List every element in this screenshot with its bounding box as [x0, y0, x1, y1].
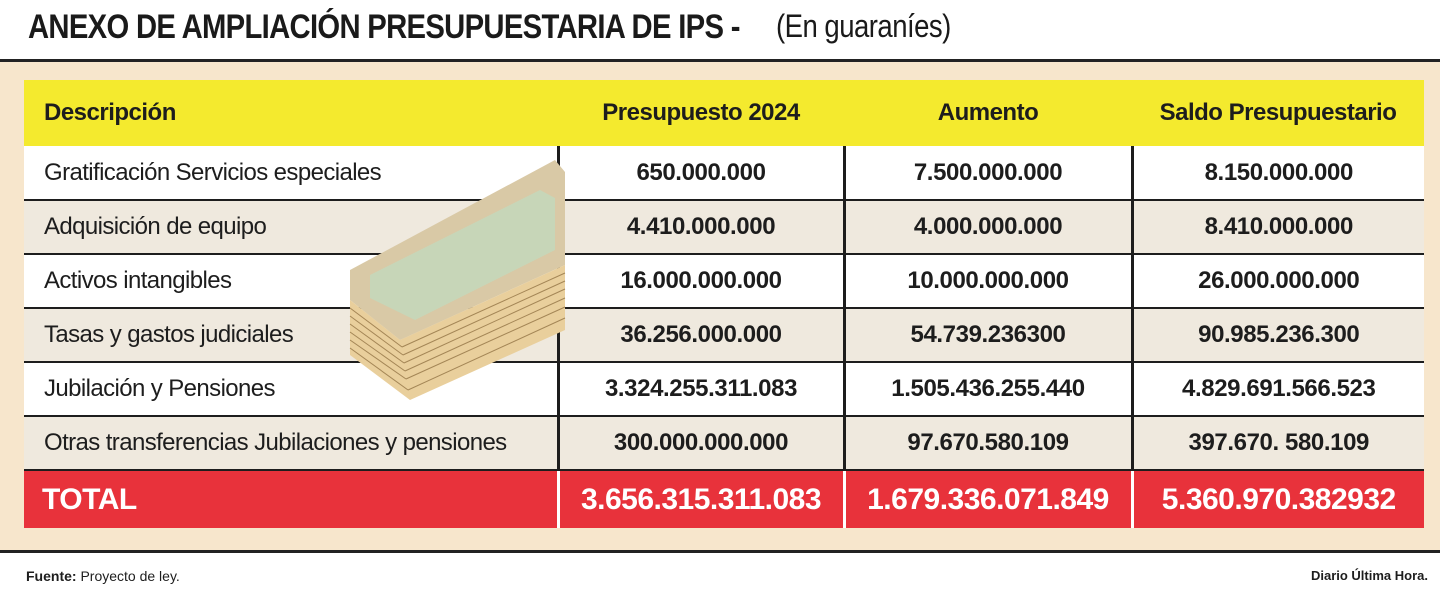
row-description: Jubilación y Pensiones: [24, 362, 558, 417]
source-text: Proyecto de ley.: [80, 568, 180, 584]
column-header-increase: Aumento: [937, 99, 1039, 126]
row-increase: 1.505.436.255.440: [842, 362, 1132, 417]
table-header: Descripción Presupuesto 2024 Aumento Sal…: [24, 80, 1424, 146]
publisher-credit: Diario Última Hora.: [1310, 568, 1428, 583]
row-budget-2024: 3.324.255.311.083: [556, 362, 844, 417]
row-increase: 10.000.000.000: [842, 254, 1132, 309]
row-budget-2024: 16.000.000.000: [556, 254, 844, 309]
row-budget-balance: 26.000.000.000: [1130, 254, 1424, 309]
page-subtitle: (En guaraníes): [776, 8, 951, 44]
row-increase: 97.670.580.109: [842, 416, 1132, 471]
table-row: Jubilación y Pensiones 3.324.255.311.083…: [24, 362, 1424, 417]
row-increase: 7.500.000.000: [842, 146, 1132, 201]
page-title: ANEXO DE AMPLIACIÓN PRESUPUESTARIA DE IP…: [28, 8, 740, 46]
budget-table: Descripción Presupuesto 2024 Aumento Sal…: [24, 80, 1424, 528]
row-description: Activos intangibles: [24, 254, 558, 309]
table-row: Adquisición de equipo 4.410.000.000 4.00…: [24, 200, 1424, 255]
table-row: Otras transferencias Jubilaciones y pens…: [24, 416, 1424, 471]
row-budget-balance: 90.985.236.300: [1130, 308, 1424, 363]
row-increase: 4.000.000.000: [842, 200, 1132, 255]
row-budget-balance: 8.150.000.000: [1130, 146, 1424, 201]
column-header-budget-balance: Saldo Presupuestario: [1159, 99, 1397, 126]
table-body: Gratificación Servicios especiales 650.0…: [24, 146, 1424, 471]
total-increase: 1.679.336.071.849: [842, 470, 1132, 528]
row-budget-balance: 8.410.000.000: [1130, 200, 1424, 255]
total-row: TOTAL 3.656.315.311.083 1.679.336.071.84…: [24, 470, 1424, 528]
column-header-budget-2024: Presupuesto 2024: [602, 99, 800, 126]
row-description: Gratificación Servicios especiales: [24, 146, 558, 201]
row-description: Adquisición de equipo: [24, 200, 558, 255]
budget-table-container: Descripción Presupuesto 2024 Aumento Sal…: [24, 80, 1424, 534]
page-title-row: ANEXO DE AMPLIACIÓN PRESUPUESTARIA DE IP…: [28, 8, 951, 56]
total-budget-2024: 3.656.315.311.083: [556, 470, 844, 528]
table-row: Activos intangibles 16.000.000.000 10.00…: [24, 254, 1424, 309]
total-label: TOTAL: [42, 482, 137, 516]
table-row: Gratificación Servicios especiales 650.0…: [24, 146, 1424, 201]
total-budget-balance: 5.360.970.382932: [1130, 470, 1424, 528]
row-budget-2024: 36.256.000.000: [556, 308, 844, 363]
row-description: Otras transferencias Jubilaciones y pens…: [24, 416, 558, 471]
top-rule: [0, 59, 1440, 62]
row-budget-balance: 397.670. 580.109: [1130, 416, 1424, 471]
source-note: Fuente: Proyecto de ley.: [26, 568, 180, 584]
header-row: Descripción Presupuesto 2024 Aumento Sal…: [24, 80, 1424, 146]
source-label: Fuente:: [26, 568, 77, 584]
row-description: Tasas y gastos judiciales: [24, 308, 558, 363]
row-increase: 54.739.236300: [842, 308, 1132, 363]
table-footer: TOTAL 3.656.315.311.083 1.679.336.071.84…: [24, 470, 1424, 528]
row-budget-2024: 4.410.000.000: [556, 200, 844, 255]
table-row: Tasas y gastos judiciales 36.256.000.000…: [24, 308, 1424, 363]
row-budget-2024: 300.000.000.000: [556, 416, 844, 471]
bottom-rule: [0, 550, 1440, 553]
column-header-description: Descripción: [44, 99, 176, 126]
row-budget-balance: 4.829.691.566.523: [1130, 362, 1424, 417]
row-budget-2024: 650.000.000: [556, 146, 844, 201]
